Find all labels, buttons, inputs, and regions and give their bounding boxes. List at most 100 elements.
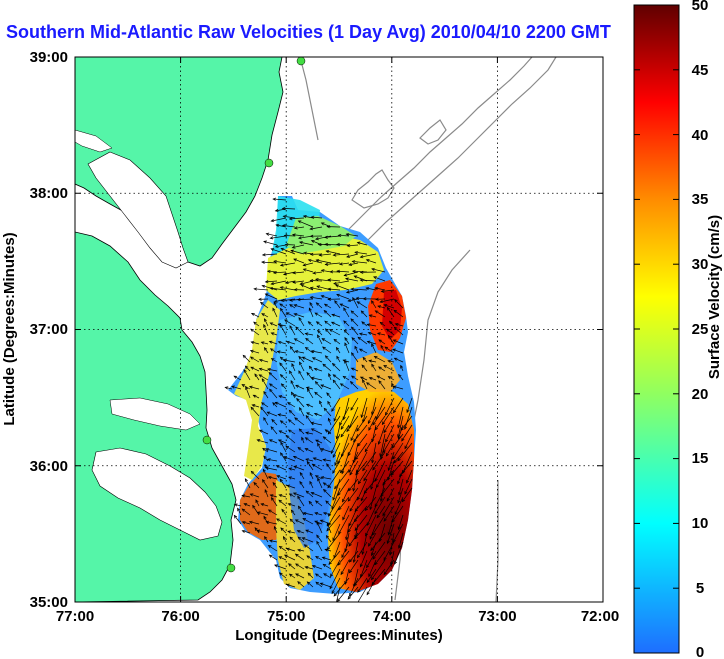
velocity-vector-head — [356, 428, 360, 432]
velocity-vector-head — [401, 437, 405, 442]
velocity-vector — [253, 321, 260, 327]
velocity-vector-head — [347, 498, 351, 502]
velocity-vector — [329, 329, 341, 336]
velocity-vector — [278, 341, 287, 345]
velocity-vector — [340, 424, 350, 437]
velocity-vector-head — [276, 475, 280, 479]
velocity-vector-head — [288, 467, 293, 471]
velocity-vector-head — [346, 243, 351, 248]
velocity-vector — [305, 529, 314, 534]
velocity-vector — [347, 433, 359, 456]
velocity-vector-head — [249, 349, 254, 353]
velocity-vector — [382, 496, 395, 516]
velocity-vector — [302, 537, 314, 543]
velocity-vector-head — [345, 536, 349, 541]
velocity-vector — [378, 424, 386, 445]
velocity-vector-head — [279, 303, 283, 307]
velocity-vector-head — [252, 394, 257, 398]
velocity-vector-head — [308, 307, 312, 312]
velocity-vector-head — [294, 417, 298, 421]
velocity-vector-head — [260, 406, 264, 411]
velocity-vector-head — [244, 365, 249, 370]
velocity-vector-head — [279, 374, 284, 378]
velocity-vector-head — [322, 346, 326, 350]
velocity-vector-head — [305, 458, 309, 462]
velocity-vector-head — [350, 287, 355, 291]
velocity-vector — [364, 496, 377, 511]
velocity-vector — [332, 363, 341, 372]
velocity-vector-head — [309, 471, 313, 476]
velocity-vector — [265, 467, 278, 471]
velocity-vector-head — [258, 297, 262, 301]
velocity-vector — [262, 448, 269, 453]
velocity-vector-head — [308, 365, 313, 370]
velocity-vector-head — [302, 215, 307, 219]
velocity-vector-head — [365, 259, 370, 263]
velocity-vector — [371, 268, 386, 273]
velocity-vector — [354, 346, 359, 354]
velocity-vector — [317, 478, 323, 489]
velocity-vector-head — [256, 529, 261, 533]
x-tick-label: 73:00 — [478, 608, 516, 625]
velocity-vector — [276, 465, 287, 471]
velocity-vector — [388, 376, 395, 381]
velocity-vector — [293, 394, 305, 399]
velocity-vector — [293, 492, 305, 498]
velocity-vector — [262, 479, 269, 489]
velocity-vector-head — [332, 454, 336, 459]
velocity-vector — [388, 451, 395, 471]
velocity-zone-yellow-west — [234, 300, 280, 480]
velocity-vector-head — [273, 525, 277, 530]
velocity-vector — [297, 496, 305, 507]
velocity-vector — [291, 509, 296, 516]
velocity-vector-head — [333, 417, 337, 422]
velocity-vector — [360, 550, 368, 567]
velocity-vector-head — [329, 270, 334, 274]
velocity-vector-head — [371, 363, 375, 368]
velocity-vector-head — [348, 522, 352, 527]
velocity-vector — [387, 523, 395, 544]
velocity-vector-head — [315, 439, 319, 443]
velocity-vector-head — [282, 215, 287, 219]
velocity-vector — [357, 301, 368, 309]
velocity-vector-head — [369, 535, 373, 540]
velocity-vector-head — [304, 566, 309, 570]
velocity-vector-head — [389, 562, 394, 567]
velocity-vector-head — [376, 514, 380, 519]
velocity-vector — [380, 298, 395, 303]
velocity-vector — [271, 217, 287, 222]
velocity-vector-head — [280, 307, 284, 312]
velocity-vector-head — [344, 548, 348, 553]
velocity-vector-head — [261, 378, 265, 382]
velocity-vector-head — [242, 354, 247, 359]
velocity-vector-head — [350, 326, 355, 331]
velocity-vector-head — [306, 581, 311, 585]
velocity-vector-head — [344, 342, 348, 347]
velocity-vector-head — [237, 507, 241, 512]
velocity-vector-head — [315, 258, 320, 263]
velocity-vector — [343, 376, 350, 381]
velocity-vector-head — [310, 240, 315, 244]
velocity-vector — [263, 324, 269, 336]
velocity-vector-head — [371, 300, 375, 304]
velocity-vector-head — [288, 217, 293, 221]
velocity-vector — [327, 505, 341, 527]
velocity-vector — [303, 215, 314, 219]
velocity-vector-head — [278, 499, 282, 504]
velocity-vector — [250, 350, 260, 354]
velocity-vector-head — [365, 286, 370, 291]
velocity-vector-head — [347, 595, 351, 600]
velocity-vector-head — [319, 519, 324, 523]
colorbar-label: Surface Velocity (cm/s) — [706, 215, 723, 379]
velocity-vector-head — [303, 251, 307, 255]
velocity-vector-head — [283, 456, 288, 460]
velocity-vector — [341, 433, 350, 457]
velocity-vector-head — [364, 448, 368, 453]
velocity-vector-head — [304, 448, 309, 452]
velocity-vector-head — [371, 267, 375, 271]
velocity-vector-head — [297, 505, 302, 510]
velocity-vector — [284, 235, 296, 237]
velocity-vector-head — [359, 376, 364, 380]
velocity-vector — [382, 406, 395, 425]
velocity-vector — [326, 250, 341, 255]
